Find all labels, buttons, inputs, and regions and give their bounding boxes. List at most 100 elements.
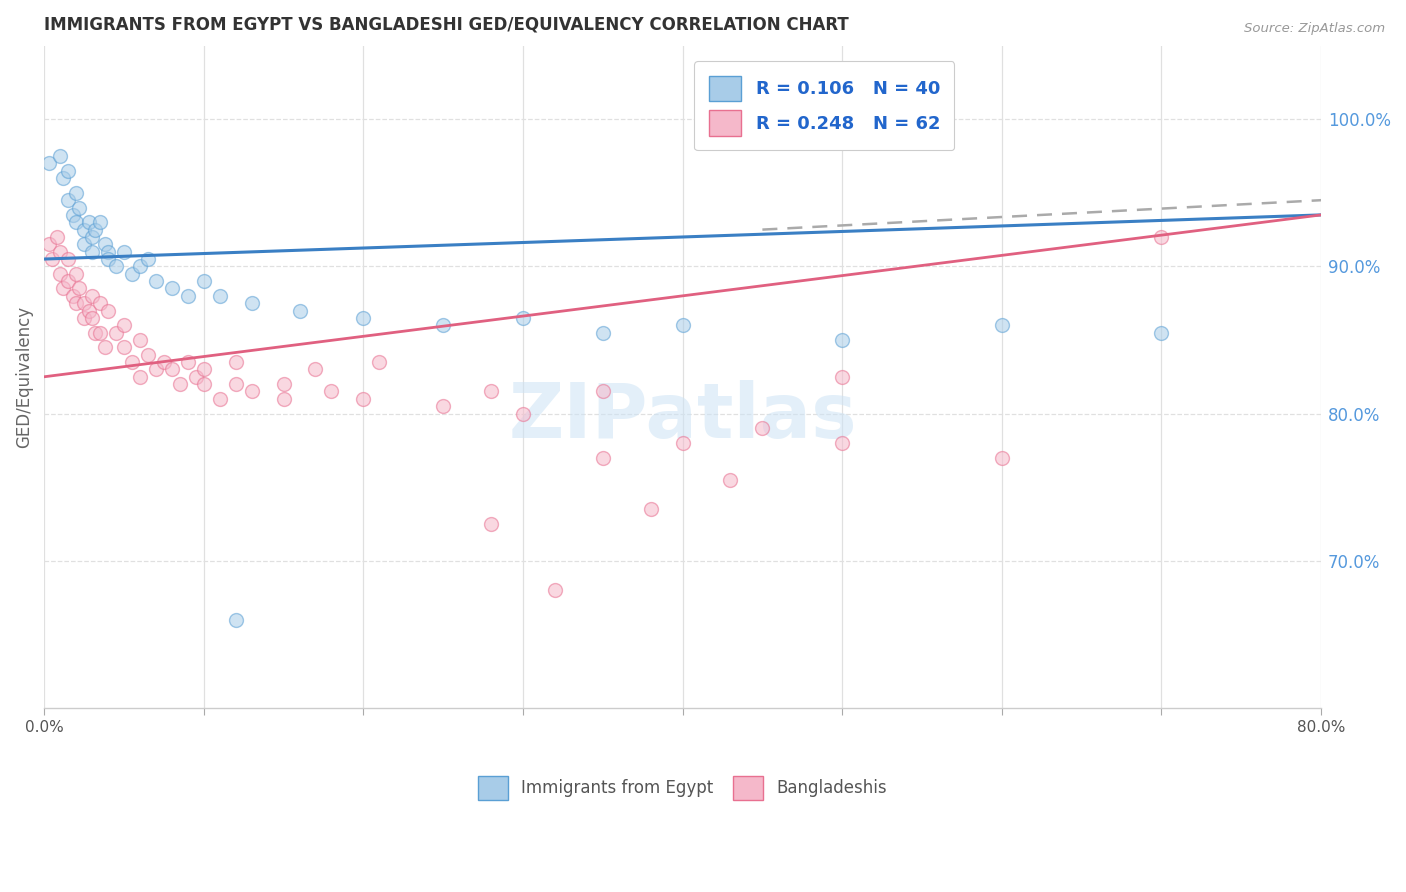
Point xyxy=(321,384,343,399)
Point xyxy=(65,186,87,200)
Point xyxy=(112,244,135,259)
Y-axis label: GED/Equivalency: GED/Equivalency xyxy=(15,306,32,448)
Point xyxy=(592,450,614,465)
Point xyxy=(592,384,614,399)
Point xyxy=(352,310,374,325)
Point xyxy=(240,296,263,310)
Point xyxy=(80,244,103,259)
Point xyxy=(831,333,853,347)
Point xyxy=(145,362,167,376)
Point xyxy=(52,171,75,186)
Point xyxy=(208,392,231,406)
Point xyxy=(49,149,72,163)
Point xyxy=(56,274,79,288)
Point xyxy=(89,296,111,310)
Point xyxy=(38,237,60,252)
Point xyxy=(65,296,87,310)
Point xyxy=(49,267,72,281)
Point xyxy=(991,450,1014,465)
Point xyxy=(80,230,103,244)
Point xyxy=(592,326,614,340)
Point xyxy=(479,384,502,399)
Point xyxy=(671,436,693,450)
Point xyxy=(160,281,183,295)
Point xyxy=(145,274,167,288)
Point xyxy=(73,296,96,310)
Point xyxy=(77,303,100,318)
Point xyxy=(97,303,120,318)
Point xyxy=(512,310,534,325)
Point xyxy=(177,355,200,369)
Point xyxy=(80,289,103,303)
Point xyxy=(831,436,853,450)
Point xyxy=(65,267,87,281)
Point xyxy=(273,392,295,406)
Legend: Immigrants from Egypt, Bangladeshis: Immigrants from Egypt, Bangladeshis xyxy=(464,763,901,813)
Point xyxy=(65,215,87,229)
Text: ZIPatlas: ZIPatlas xyxy=(509,379,856,453)
Point xyxy=(77,215,100,229)
Point xyxy=(831,369,853,384)
Point xyxy=(38,156,60,170)
Point xyxy=(193,362,215,376)
Point xyxy=(67,201,90,215)
Point xyxy=(273,377,295,392)
Point xyxy=(56,163,79,178)
Point xyxy=(304,362,326,376)
Point xyxy=(94,340,117,354)
Point xyxy=(97,252,120,266)
Point xyxy=(52,281,75,295)
Point xyxy=(288,303,311,318)
Point xyxy=(45,230,67,244)
Point xyxy=(208,289,231,303)
Point xyxy=(184,369,207,384)
Point xyxy=(94,237,117,252)
Point xyxy=(112,340,135,354)
Point xyxy=(128,333,150,347)
Point xyxy=(136,348,159,362)
Point xyxy=(104,260,127,274)
Point xyxy=(56,252,79,266)
Point xyxy=(1150,326,1173,340)
Point xyxy=(73,222,96,236)
Point xyxy=(160,362,183,376)
Point xyxy=(169,377,191,392)
Point xyxy=(671,318,693,333)
Text: IMMIGRANTS FROM EGYPT VS BANGLADESHI GED/EQUIVALENCY CORRELATION CHART: IMMIGRANTS FROM EGYPT VS BANGLADESHI GED… xyxy=(44,15,849,33)
Point xyxy=(368,355,391,369)
Point xyxy=(62,208,84,222)
Point xyxy=(479,516,502,531)
Point xyxy=(544,583,567,598)
Point xyxy=(991,318,1014,333)
Point xyxy=(84,326,107,340)
Point xyxy=(720,473,742,487)
Point xyxy=(225,613,247,627)
Point xyxy=(640,502,662,516)
Point xyxy=(49,244,72,259)
Point xyxy=(1150,230,1173,244)
Point xyxy=(751,421,773,435)
Point xyxy=(104,326,127,340)
Point xyxy=(89,215,111,229)
Point xyxy=(193,274,215,288)
Point xyxy=(73,310,96,325)
Point xyxy=(89,326,111,340)
Text: Source: ZipAtlas.com: Source: ZipAtlas.com xyxy=(1244,22,1385,36)
Point xyxy=(73,237,96,252)
Point xyxy=(128,260,150,274)
Point xyxy=(432,318,454,333)
Point xyxy=(80,310,103,325)
Point xyxy=(177,289,200,303)
Point xyxy=(97,244,120,259)
Point xyxy=(225,355,247,369)
Point xyxy=(432,399,454,413)
Point xyxy=(512,407,534,421)
Point xyxy=(153,355,176,369)
Point xyxy=(136,252,159,266)
Point xyxy=(62,289,84,303)
Point xyxy=(225,377,247,392)
Point xyxy=(352,392,374,406)
Point xyxy=(121,267,143,281)
Point xyxy=(41,252,63,266)
Point xyxy=(56,193,79,207)
